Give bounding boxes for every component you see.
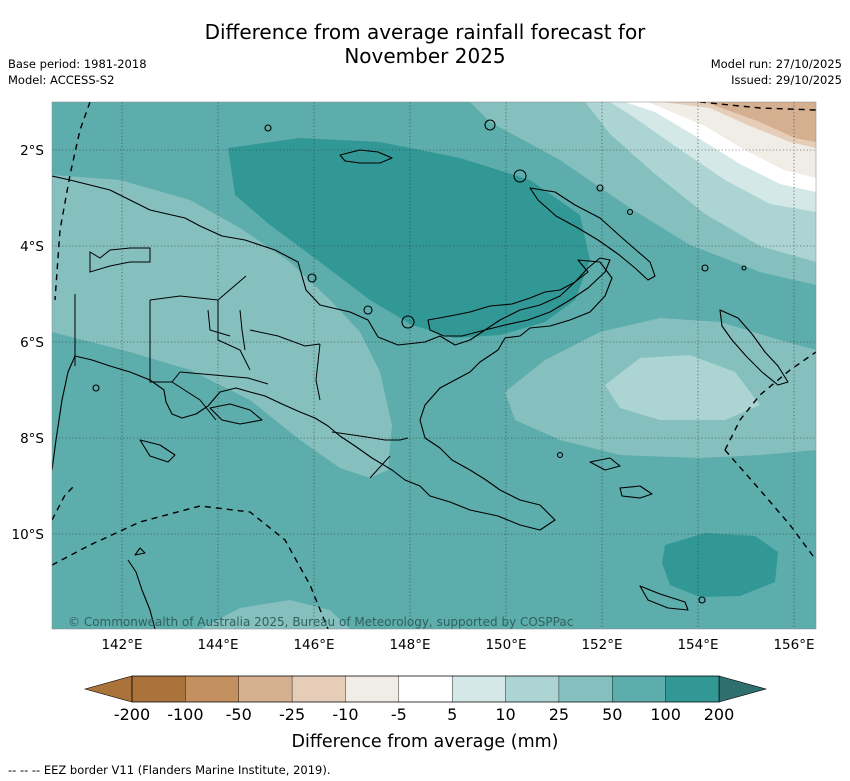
lon-label-144e: 144°E [197, 637, 238, 653]
borders [74, 247, 409, 479]
colorbar-segment [451, 675, 507, 703]
model-info: Base period: 1981-2018 Model: ACCESS-S2 [8, 56, 147, 88]
copyright-notice: © Commonwealth of Australia 2025, Bureau… [68, 615, 573, 629]
issued-date: Issued: 29/10/2025 [731, 73, 842, 87]
colorbar-label: -5 [391, 705, 407, 724]
band-minus50-northeast [705, 102, 816, 142]
colorbar-label: 5 [447, 705, 457, 724]
lon-label-156e: 156°E [773, 637, 814, 653]
band-100-200-southeast [662, 533, 778, 597]
colorbar-segment [558, 675, 613, 703]
title-line-1: Difference from average rainfall forecas… [204, 20, 646, 44]
lon-label-142e: 142°E [101, 637, 142, 653]
colorbar-segment [291, 675, 346, 703]
colorbar-arrow-high [718, 675, 768, 703]
colorbar-segment [505, 675, 560, 703]
title-line-2: November 2025 [344, 44, 506, 68]
band-100-200-north [228, 138, 590, 338]
colorbar-segment [185, 675, 240, 703]
eez-borders [52, 102, 816, 629]
colorbar-segment [665, 675, 720, 703]
colorbar-segment [238, 675, 293, 703]
band-25-50-south [200, 600, 350, 629]
longitude-labels: 142°E 144°E 146°E 148°E 150°E 152°E 154°… [101, 637, 814, 653]
colorbar-segment [131, 675, 186, 703]
colorbar-labels: -200 -100 -50 -25 -10 -5 5 10 25 50 100 200 [114, 705, 734, 724]
coastlines [52, 119, 789, 629]
eez-footnote: -- -- -- EEZ border V11 (Flanders Marine… [8, 763, 331, 777]
colorbar: -200 -100 -50 -25 -10 -5 5 10 25 50 100 200 Differe… [83, 675, 768, 752]
lat-label-10s: 10°S [12, 527, 45, 543]
lon-label-148e: 148°E [389, 637, 430, 653]
colorbar-label: 100 [650, 705, 681, 724]
colorbar-title: Difference from average (mm) [291, 732, 558, 752]
lon-label-154e: 154°E [677, 637, 718, 653]
lat-label-2s: 2°S [20, 143, 44, 159]
map-title: Difference from average rainfall forecas… [0, 20, 850, 68]
lat-label-6s: 6°S [20, 335, 44, 351]
colorbar-segment [398, 675, 453, 703]
run-info: Model run: 27/10/2025 Issued: 29/10/2025 [711, 56, 842, 88]
colorbar-segment [612, 675, 667, 703]
base-period: Base period: 1981-2018 [8, 57, 147, 71]
colorbar-segments [131, 675, 720, 703]
lat-label-4s: 4°S [20, 239, 44, 255]
colorbar-segment [345, 675, 400, 703]
colorbar-arrow-low [83, 675, 133, 703]
colorbar-label: -200 [114, 705, 150, 724]
rainfall-map [52, 102, 816, 629]
colorbar-frame [131, 675, 720, 703]
colorbar-label: 200 [704, 705, 735, 724]
model-name: Model: ACCESS-S2 [8, 73, 115, 87]
colorbar-label: 25 [549, 705, 569, 724]
graticule [52, 102, 816, 629]
latitude-labels: 2°S 4°S 6°S 8°S 10°S [12, 143, 45, 543]
map-frame [51, 101, 817, 630]
band-10-25-east [605, 355, 760, 420]
lon-label-146e: 146°E [293, 637, 334, 653]
colorbar-label: -100 [167, 705, 203, 724]
colorbar-label: 10 [495, 705, 515, 724]
colorbar-label: -25 [279, 705, 305, 724]
colorbar-label: 50 [602, 705, 622, 724]
model-run: Model run: 27/10/2025 [710, 57, 842, 71]
lat-label-8s: 8°S [20, 431, 44, 447]
band-25-50-west [52, 175, 392, 478]
colorbar-label: -50 [226, 705, 252, 724]
lon-label-150e: 150°E [485, 637, 526, 653]
colorbar-label: -10 [332, 705, 358, 724]
lon-label-152e: 152°E [581, 637, 622, 653]
